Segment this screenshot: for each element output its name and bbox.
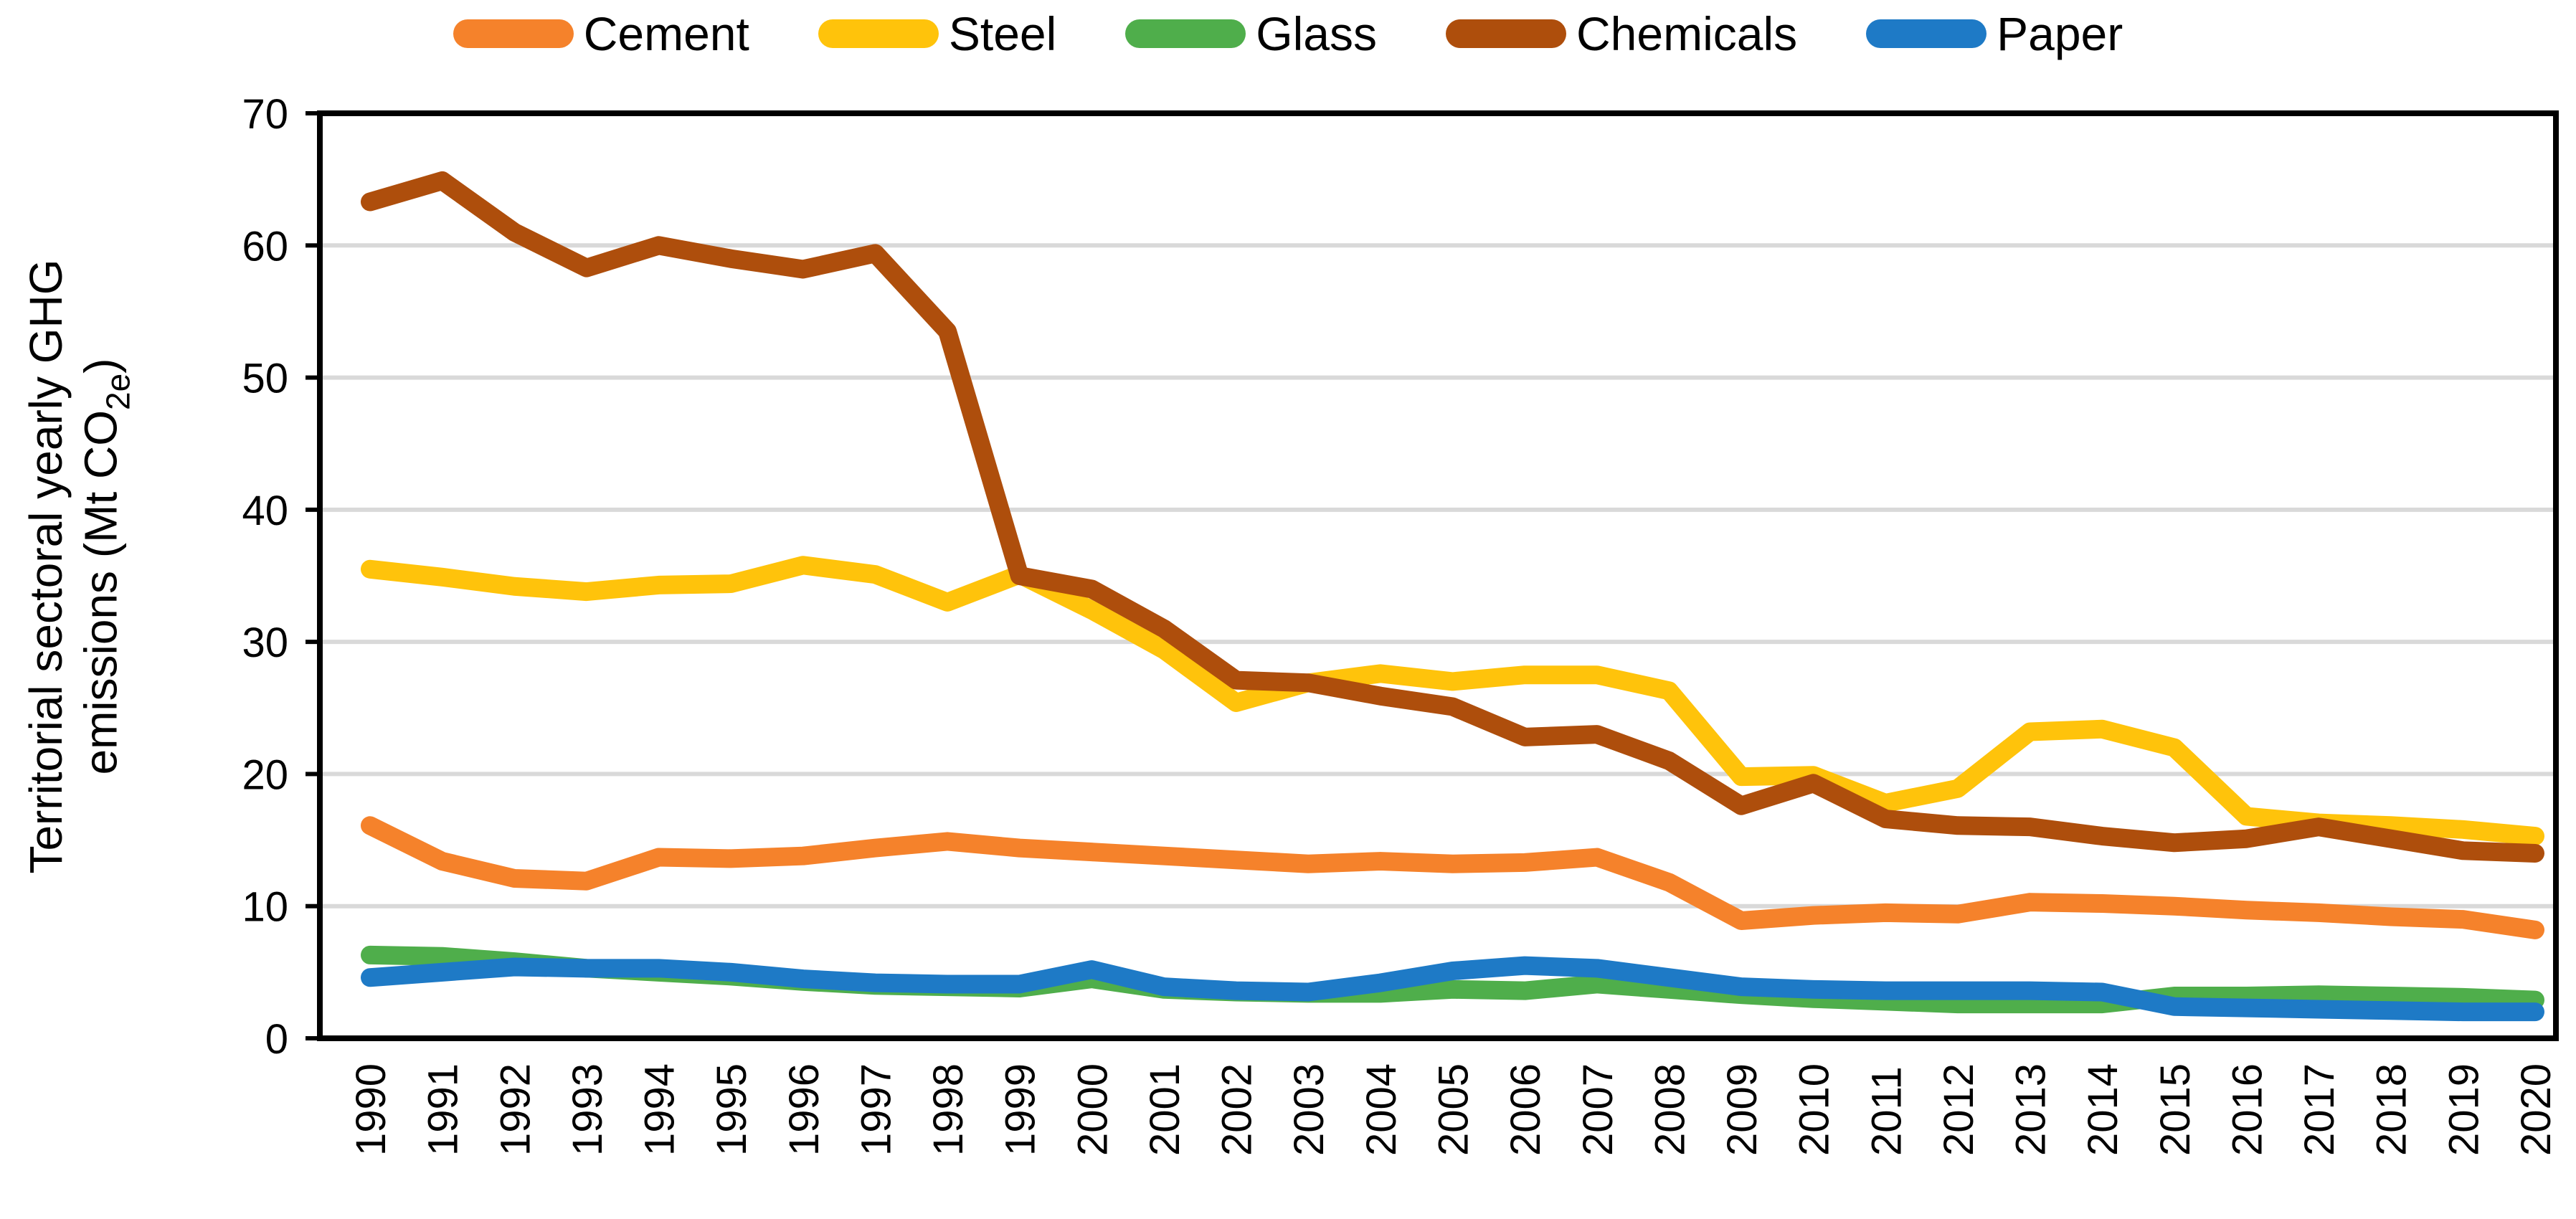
legend-swatch-cement <box>453 19 574 48</box>
x-tick-label-1993: 1993 <box>564 1063 611 1156</box>
y-tick-label-50: 50 <box>242 356 288 402</box>
y-tick-label-0: 0 <box>265 1016 288 1063</box>
chart-legend: Cement Steel Glass Chemicals Paper <box>0 10 2576 57</box>
y-tick-label-60: 60 <box>242 223 288 270</box>
x-tick-label-2010: 2010 <box>1791 1063 1838 1156</box>
x-tick-label-2014: 2014 <box>2080 1063 2126 1156</box>
x-tick-label-1991: 1991 <box>420 1063 467 1156</box>
legend-item-glass: Glass <box>1125 10 1377 57</box>
legend-item-paper: Paper <box>1866 10 2123 57</box>
x-tick-label-1996: 1996 <box>781 1063 828 1156</box>
x-tick-label-1992: 1992 <box>492 1063 539 1156</box>
x-tick-label-1995: 1995 <box>709 1063 755 1156</box>
x-tick-label-2008: 2008 <box>1647 1063 1693 1156</box>
legend-label: Paper <box>1997 7 2123 60</box>
axis-box <box>317 110 2559 1041</box>
x-tick-label-2007: 2007 <box>1575 1063 1621 1156</box>
x-tick-label-2011: 2011 <box>1863 1066 1910 1156</box>
x-tick-label-1999: 1999 <box>998 1063 1044 1156</box>
x-tick-label-1994: 1994 <box>637 1063 683 1156</box>
legend-label: Glass <box>1256 7 1378 60</box>
x-tick-label-1997: 1997 <box>853 1063 899 1156</box>
x-tick-label-2006: 2006 <box>1502 1063 1549 1156</box>
legend-label: Cement <box>583 7 749 60</box>
series-line-chemicals <box>361 171 2544 863</box>
x-tick-label-1990: 1990 <box>348 1063 394 1156</box>
x-tick-label-2001: 2001 <box>1142 1063 1188 1156</box>
legend-swatch-chemicals <box>1446 19 1567 48</box>
series-line-cement <box>361 816 2544 939</box>
y-tick-label-20: 20 <box>242 751 288 798</box>
legend-swatch-glass <box>1125 19 1246 48</box>
x-tick-label-2000: 2000 <box>1069 1063 1116 1156</box>
x-tick-label-2009: 2009 <box>1719 1063 1766 1156</box>
x-tick-label-2018: 2018 <box>2369 1063 2415 1156</box>
x-tick-label-2019: 2019 <box>2440 1063 2487 1156</box>
x-tick-label-1998: 1998 <box>925 1063 972 1156</box>
y-tick-label-70: 70 <box>242 91 288 138</box>
series-line-paper <box>361 956 2544 1022</box>
legend-item-steel: Steel <box>818 10 1056 57</box>
y-tick-label-30: 30 <box>242 620 288 666</box>
x-tick-label-2016: 2016 <box>2224 1063 2270 1156</box>
x-tick-label-2017: 2017 <box>2296 1063 2343 1156</box>
y-tick-label-40: 40 <box>242 488 288 534</box>
y-tick-label-10: 10 <box>242 884 288 931</box>
legend-label: Chemicals <box>1576 7 1798 60</box>
legend-swatch-paper <box>1866 19 1987 48</box>
legend-swatch-steel <box>818 19 939 48</box>
x-tick-label-2003: 2003 <box>1286 1063 1332 1156</box>
legend-item-cement: Cement <box>453 10 749 57</box>
x-tick-label-2002: 2002 <box>1214 1063 1261 1156</box>
x-tick-label-2015: 2015 <box>2152 1063 2199 1156</box>
x-tick-label-2005: 2005 <box>1431 1063 1477 1156</box>
x-tick-label-2004: 2004 <box>1358 1063 1405 1156</box>
series-line-steel <box>361 556 2544 846</box>
x-tick-label-2020: 2020 <box>2513 1063 2560 1156</box>
legend-label: Steel <box>948 7 1057 60</box>
x-tick-label-2013: 2013 <box>2008 1063 2055 1156</box>
x-tick-label-2012: 2012 <box>1936 1063 1982 1156</box>
legend-item-chemicals: Chemicals <box>1446 10 1797 57</box>
